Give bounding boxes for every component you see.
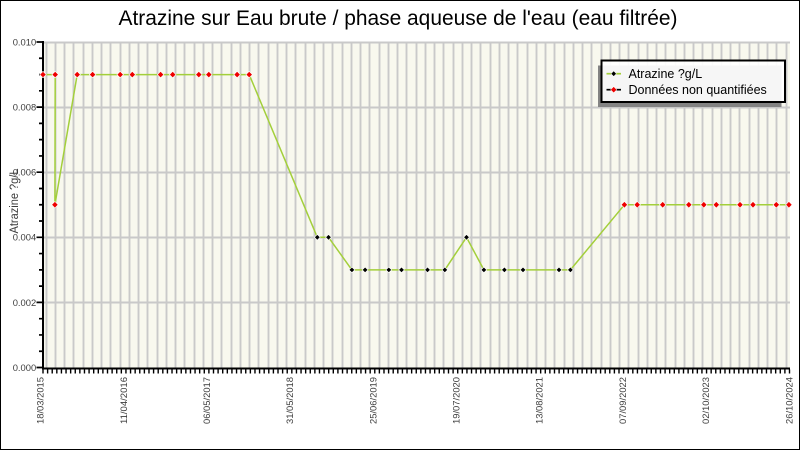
svg-text:07/09/2022: 07/09/2022 xyxy=(617,377,628,424)
svg-text:Atrazine ?g/L: Atrazine ?g/L xyxy=(9,168,21,234)
svg-text:02/10/2023: 02/10/2023 xyxy=(700,377,711,424)
svg-text:0.008: 0.008 xyxy=(13,102,36,113)
svg-text:Données non quantifiées: Données non quantifiées xyxy=(629,83,767,97)
svg-text:0.010: 0.010 xyxy=(13,36,36,47)
svg-text:31/05/2018: 31/05/2018 xyxy=(284,377,295,424)
svg-text:0.002: 0.002 xyxy=(13,297,36,308)
svg-text:0.006: 0.006 xyxy=(13,167,36,178)
svg-text:13/08/2021: 13/08/2021 xyxy=(534,377,545,424)
svg-text:0.004: 0.004 xyxy=(13,232,36,243)
svg-text:26/10/2024: 26/10/2024 xyxy=(783,377,794,424)
svg-text:19/07/2020: 19/07/2020 xyxy=(451,377,462,424)
svg-text:25/06/2019: 25/06/2019 xyxy=(367,377,378,424)
svg-text:11/04/2016: 11/04/2016 xyxy=(118,377,129,424)
svg-text:06/05/2017: 06/05/2017 xyxy=(201,377,212,424)
svg-text:Atrazine ?g/L: Atrazine ?g/L xyxy=(629,67,703,81)
svg-text:18/03/2015: 18/03/2015 xyxy=(35,377,46,424)
svg-text:0.000: 0.000 xyxy=(13,362,36,373)
svg-text:Atrazine sur Eau brute / phase: Atrazine sur Eau brute / phase aqueuse d… xyxy=(119,7,678,30)
